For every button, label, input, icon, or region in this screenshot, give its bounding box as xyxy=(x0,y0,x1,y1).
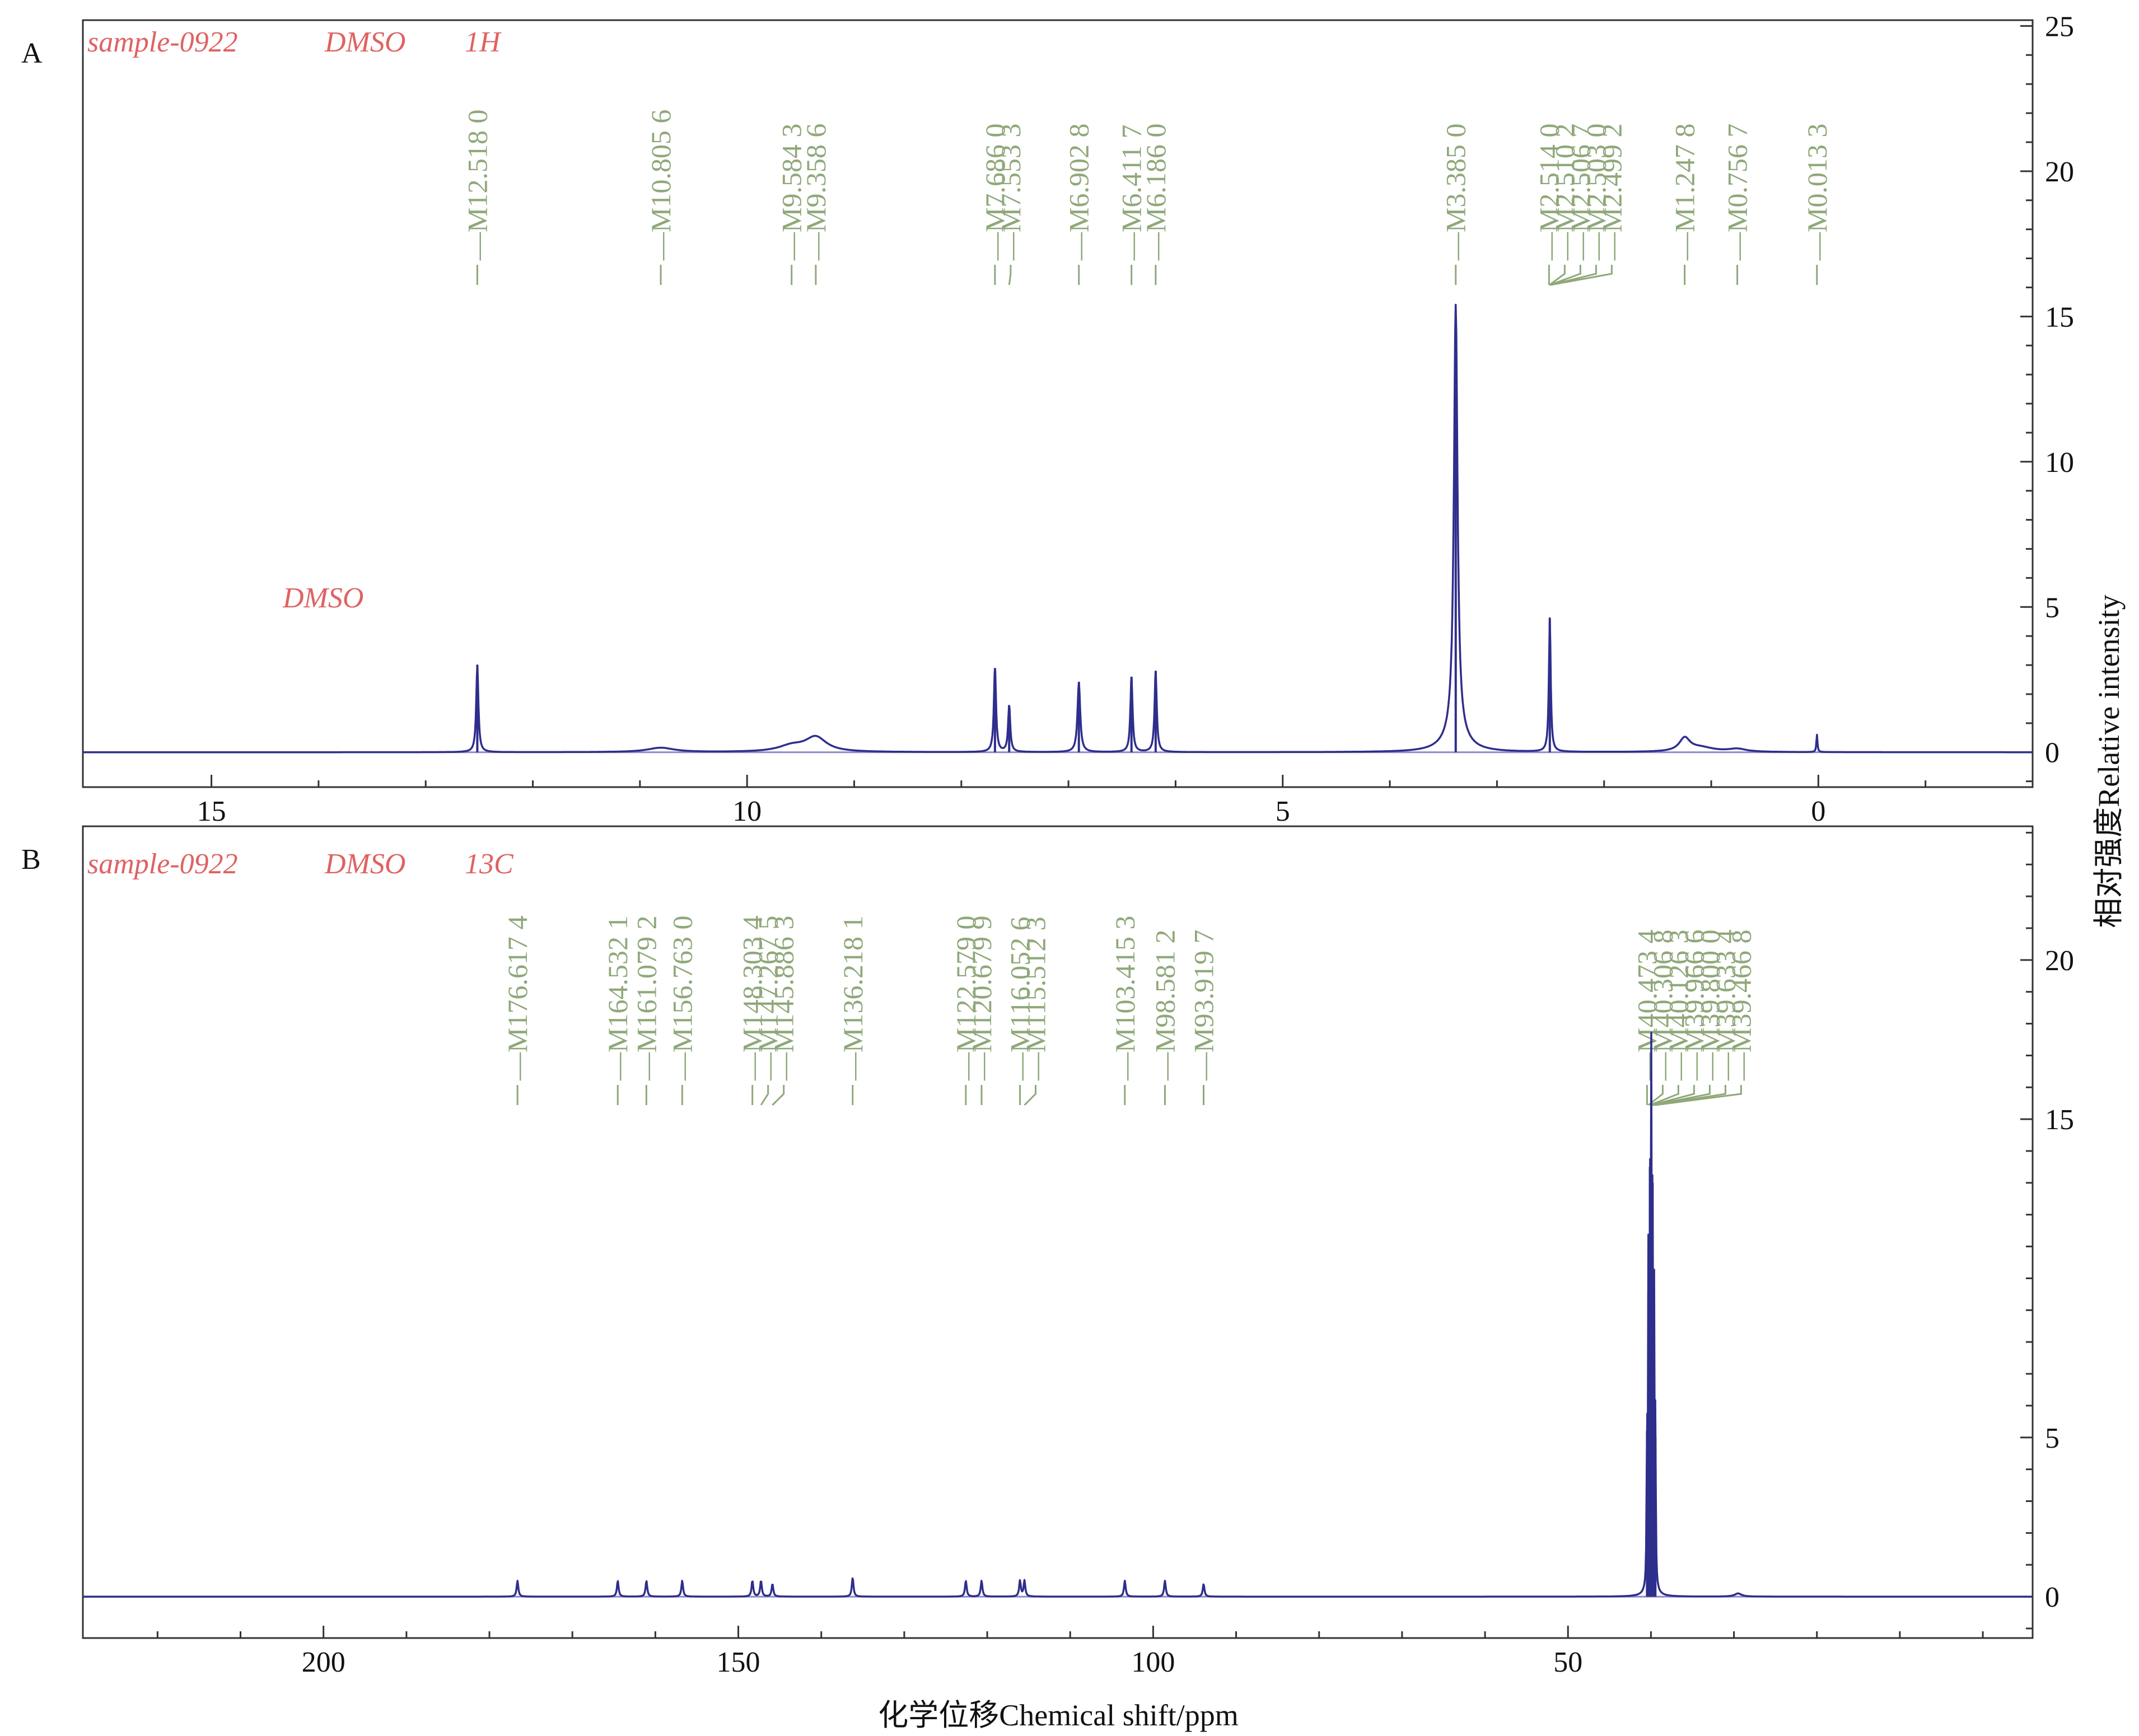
peak-leader-line xyxy=(760,1085,769,1106)
peak-label: —M40.126 3 xyxy=(1662,930,1694,1081)
x-tick-label: 0 xyxy=(1811,796,1825,827)
panel-b-sample-title: sample-0922 xyxy=(87,848,238,880)
peak-leader-line xyxy=(1652,1085,1711,1106)
peak-leader-line xyxy=(1549,265,1581,286)
peak-label: —M39.633 4 xyxy=(1710,930,1741,1081)
peak-label: —M98.581 2 xyxy=(1149,930,1180,1081)
peak-label: —M176.617 4 xyxy=(502,916,533,1081)
peak-label: —M2.503 0 xyxy=(1580,124,1612,261)
peak-leader-line xyxy=(1651,1085,1695,1106)
panel-a-peak-labels: —M12.518 0 —M10.805 6 —M9.584 3—M9.358 6 —M… xyxy=(461,110,1833,286)
spectrum-trace xyxy=(82,303,2033,754)
peak-leader-line xyxy=(1550,265,1597,286)
peak-label: —M39.800 0 xyxy=(1694,930,1725,1081)
spectrum-trace xyxy=(82,1032,2033,1598)
peak-label: —M120.679 9 xyxy=(966,916,997,1081)
peak-label: —M2.514 0 xyxy=(1533,124,1564,261)
x-tick-label: 10 xyxy=(732,796,762,827)
peak-label: —M145.886 3 xyxy=(768,916,800,1081)
y-tick-label: 5 xyxy=(2045,1423,2059,1454)
panel-b-letter: B xyxy=(21,844,41,876)
y-tick-label: 15 xyxy=(2045,1104,2074,1136)
peak-leader-line xyxy=(1647,1085,1664,1106)
y-tick-label: 0 xyxy=(2045,737,2059,769)
peak-label: —M93.919 7 xyxy=(1188,930,1219,1081)
x-axis-title: 化学位移Chemical shift/ppm xyxy=(878,1698,1238,1732)
peak-label: —M39.966 6 xyxy=(1678,930,1710,1081)
peak-label: —M7.686 0 xyxy=(979,124,1011,261)
x-tick-label: 5 xyxy=(1276,796,1290,827)
panel-a-y-axis: 0 5 10 15 20 25 xyxy=(2020,11,2074,783)
panel-a-letter: A xyxy=(21,38,43,69)
peak-label: —M0.013 3 xyxy=(1801,124,1833,261)
x-tick-label: 100 xyxy=(1131,1646,1175,1678)
peak-leader-line xyxy=(1550,265,1613,286)
peak-label: —M164.532 1 xyxy=(602,916,633,1081)
x-tick-label: 15 xyxy=(197,796,226,827)
peak-leader-line xyxy=(1024,1085,1037,1106)
peak-leader-line xyxy=(772,1085,785,1106)
panel-b-spectrum xyxy=(82,1032,2033,1598)
peak-label: —M116.052 6 xyxy=(1005,916,1036,1081)
x-tick-label: 50 xyxy=(1553,1646,1582,1678)
y-tick-label: 10 xyxy=(2045,447,2074,479)
panel-b-13c-spectrum: B sample-0922 DMSO 13C —M176.617 4 —M164.… xyxy=(21,825,2074,1678)
peak-label: —M9.584 3 xyxy=(776,124,807,261)
peak-leader-line xyxy=(1008,265,1012,286)
peak-label: —M40.473 4 xyxy=(1631,930,1662,1081)
peak-label: —M0.756 7 xyxy=(1722,124,1753,261)
peak-label: —M2.510 2 xyxy=(1549,124,1580,261)
panel-b-y-axis: 0 5 15 20 xyxy=(2020,831,2074,1630)
peak-label: —M161.079 2 xyxy=(631,916,662,1081)
panel-b-nucleus-title: 13C xyxy=(465,848,514,880)
y-tick-label: 20 xyxy=(2045,945,2074,977)
peak-label: —M12.518 0 xyxy=(461,110,493,261)
peak-label: —M7.553 3 xyxy=(995,124,1026,261)
peak-leader-line xyxy=(1650,1085,1679,1106)
peak-label: —M156.763 0 xyxy=(666,916,698,1081)
panel-a-nucleus-title: 1H xyxy=(465,26,502,58)
peak-label: —M3.385 0 xyxy=(1440,124,1472,261)
y-tick-label: 25 xyxy=(2045,11,2074,43)
y-tick-label: 15 xyxy=(2045,301,2074,333)
peak-label: —M147.267 5 xyxy=(753,916,784,1081)
peak-leader-line xyxy=(1549,265,1566,286)
y-tick-label: 0 xyxy=(2045,1581,2059,1613)
panel-b-frame xyxy=(82,825,2034,1639)
peak-label: —M6.902 8 xyxy=(1063,124,1095,261)
peak-label: —M39.466 8 xyxy=(1725,930,1757,1081)
peak-label: —M103.415 3 xyxy=(1109,916,1141,1081)
y-tick-label: 20 xyxy=(2045,156,2074,188)
panel-a-solvent-title: DMSO xyxy=(324,26,405,58)
panel-a-solvent-annotation: DMSO xyxy=(282,582,363,614)
peak-label: —M1.247 8 xyxy=(1669,124,1701,261)
y-tick-label: 5 xyxy=(2045,592,2059,624)
x-tick-label: 150 xyxy=(717,1646,760,1678)
panel-b-x-axis: 200 150 100 50 xyxy=(156,1626,1984,1678)
peak-label: —M10.805 6 xyxy=(645,110,676,261)
peak-leader-line xyxy=(1655,1085,1742,1106)
panel-a-1h-spectrum: A sample-0922 DMSO 1H DMSO —M12.518 0 —M1… xyxy=(21,11,2074,827)
peak-label: —M9.358 6 xyxy=(800,124,832,261)
panel-b-solvent-title: DMSO xyxy=(324,848,405,880)
peak-label: —M122.579 0 xyxy=(950,916,982,1081)
panel-b-peak-labels: —M176.617 4 —M164.532 1—M161.079 2 —M156.7… xyxy=(502,916,1757,1106)
peak-label: —M136.218 1 xyxy=(837,916,868,1081)
peak-label: —M148.303 4 xyxy=(737,916,768,1081)
peak-label: —M115.512 3 xyxy=(1020,916,1052,1081)
y-axis-title: 相对强度Relative intensity xyxy=(2092,595,2126,928)
peak-label: —M6.411 7 xyxy=(1116,124,1147,261)
panel-a-x-axis: 15 10 5 0 xyxy=(197,775,1927,827)
peak-label: —M6.186 0 xyxy=(1140,124,1171,261)
panel-a-spectrum xyxy=(82,303,2033,754)
peak-label: —M2.506 7 xyxy=(1564,124,1596,261)
peak-label: —M2.499 2 xyxy=(1596,124,1627,261)
x-tick-label: 200 xyxy=(302,1646,345,1678)
panel-a-sample-title: sample-0922 xyxy=(87,26,238,58)
